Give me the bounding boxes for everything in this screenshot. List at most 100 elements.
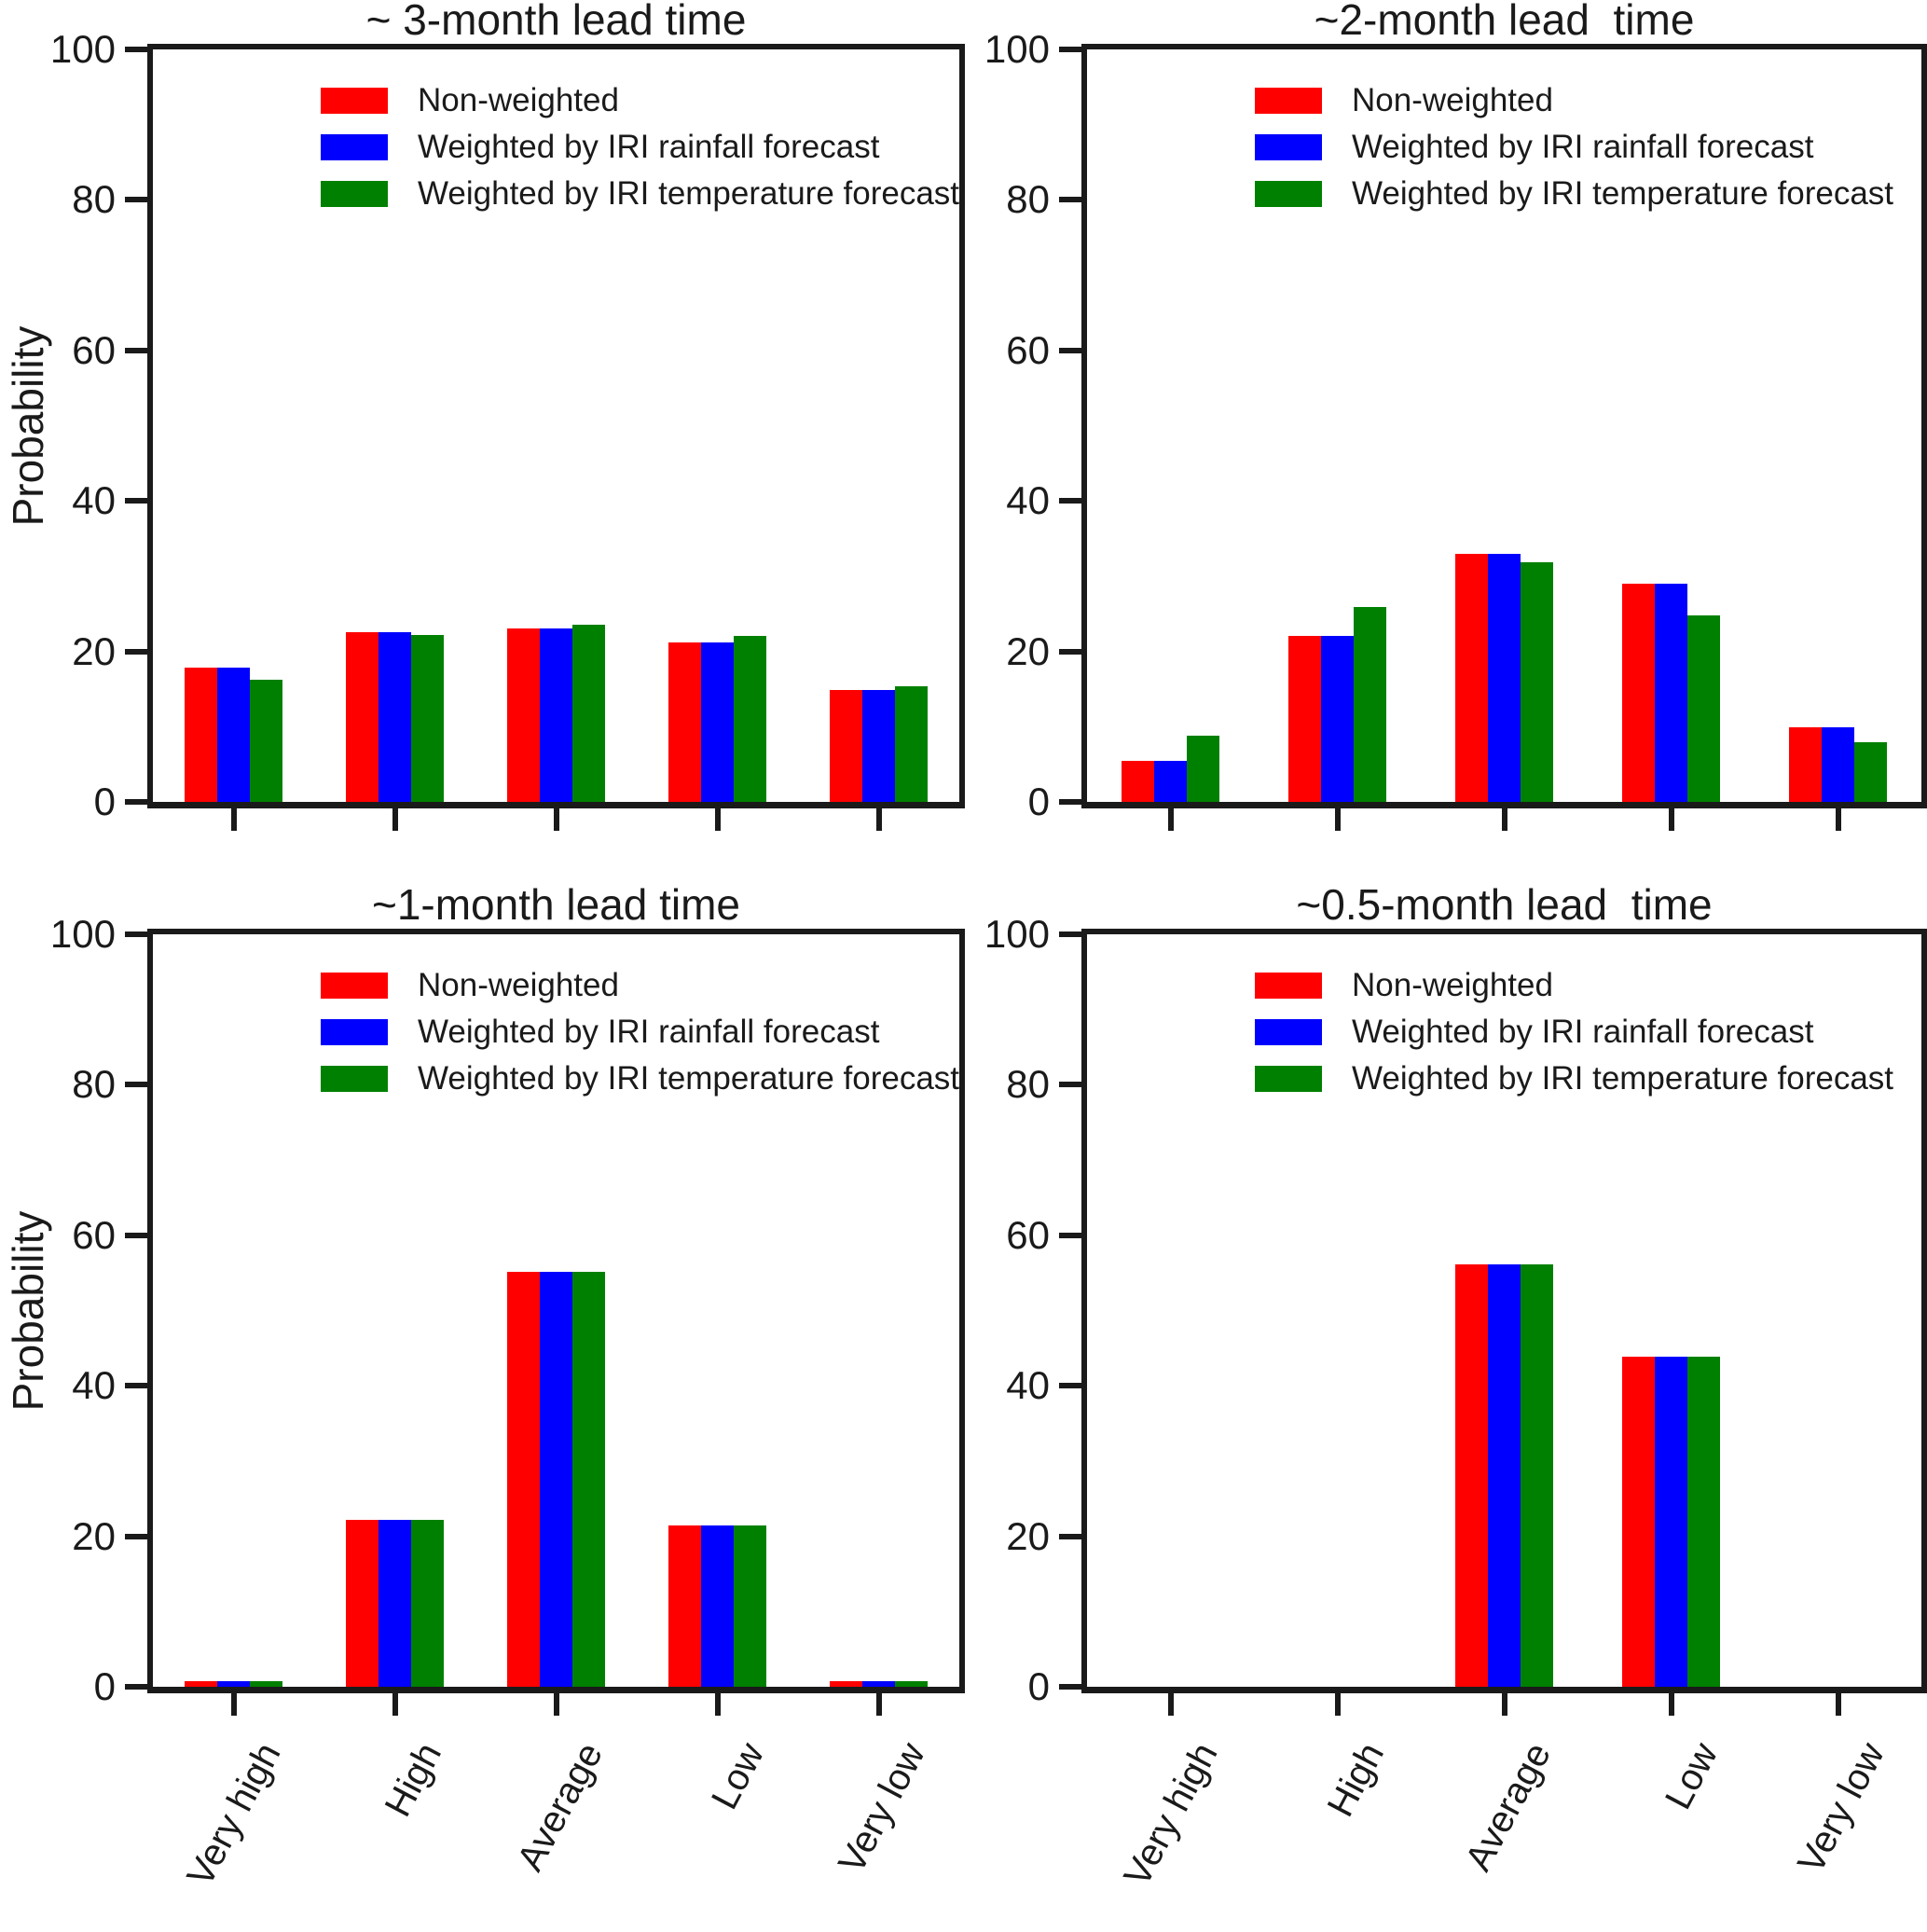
x-tick-mark: [230, 1693, 237, 1716]
bar-temperature-very-high: [250, 680, 282, 802]
bar-temperature-high: [411, 1519, 444, 1687]
x-tick-mark: [1167, 808, 1174, 831]
bar-temperature-high: [1354, 607, 1386, 802]
legend-label: Weighted by IRI temperature forecast: [418, 1060, 960, 1097]
y-tick-mark: [125, 1082, 147, 1088]
y-tick-mark: [1059, 932, 1081, 937]
chart-title: ~2-month lead time: [1314, 0, 1695, 44]
x-tick-label: Low: [1658, 1736, 1727, 1816]
legend: Non-weighted Weighted by IRI rainfall for…: [321, 962, 959, 1102]
bar-non-weighted-very-high: [1122, 761, 1154, 802]
y-tick-mark: [1059, 1533, 1081, 1539]
legend-swatch-temperature: [321, 1066, 388, 1092]
bar-rainfall-low: [701, 642, 734, 802]
y-tick-mark: [125, 197, 147, 203]
bar-rainfall-very-high: [217, 668, 250, 802]
y-tick-mark: [1059, 1383, 1081, 1389]
bar-rainfall-very-low: [1822, 727, 1854, 802]
y-tick-label: 20: [72, 628, 116, 673]
legend-entry: Non-weighted: [1255, 77, 1893, 124]
legend-entry: Weighted by IRI rainfall forecast: [321, 1009, 959, 1056]
x-axis-labels: Very high High Average Low Very low: [147, 1725, 965, 1932]
legend-label: Weighted by IRI rainfall forecast: [418, 129, 880, 165]
bar-non-weighted-very-high: [185, 668, 217, 802]
legend-entry: Weighted by IRI rainfall forecast: [1255, 124, 1893, 171]
legend-swatch-temperature: [321, 181, 388, 207]
x-tick-label: Average: [1457, 1736, 1560, 1878]
bar-temperature-average: [572, 1271, 605, 1687]
legend-entry: Weighted by IRI temperature forecast: [1255, 171, 1893, 217]
y-tick-label: 80: [72, 1062, 116, 1107]
legend-label: Non-weighted: [418, 967, 619, 1003]
x-tick-mark: [1668, 808, 1674, 831]
legend-label: Weighted by IRI rainfall forecast: [1352, 1014, 1814, 1050]
legend-swatch-non-weighted: [321, 88, 388, 114]
bar-non-weighted-low: [1622, 1356, 1655, 1687]
x-tick-label: High: [1319, 1736, 1393, 1824]
bar-non-weighted-very-low: [1789, 727, 1822, 802]
y-tick-label: 100: [984, 27, 1050, 71]
y-tick-label: 80: [1006, 177, 1050, 222]
y-tick-mark: [1059, 197, 1081, 203]
bar-non-weighted-low: [668, 1525, 701, 1687]
bar-rainfall-high: [379, 631, 411, 802]
legend-label: Weighted by IRI temperature forecast: [1352, 175, 1894, 212]
x-tick-mark: [875, 1693, 882, 1716]
x-tick-mark: [714, 808, 721, 831]
bar-temperature-low: [734, 1525, 766, 1687]
y-tick-mark: [125, 799, 147, 805]
x-tick-mark: [1167, 1693, 1174, 1716]
bar-rainfall-average: [540, 628, 572, 802]
x-tick-mark: [1835, 1693, 1841, 1716]
legend-swatch-rainfall: [321, 1019, 388, 1045]
y-tick-label: 80: [72, 177, 116, 222]
legend-swatch-non-weighted: [1255, 88, 1322, 114]
bar-non-weighted-low: [1622, 583, 1655, 802]
chart-title: ~1-month lead time: [371, 880, 741, 929]
y-tick-label: 80: [1006, 1062, 1050, 1107]
bar-non-weighted-high: [1288, 635, 1321, 802]
y-tick-mark: [1059, 498, 1081, 504]
x-tick-label: High: [377, 1736, 450, 1824]
x-tick-mark: [1501, 1693, 1507, 1716]
bar-rainfall-very-high: [1154, 761, 1187, 802]
bar-non-weighted-average: [1455, 553, 1488, 802]
y-tick-label: 40: [1006, 1363, 1050, 1408]
legend-entry: Weighted by IRI temperature forecast: [321, 1056, 959, 1102]
y-tick-mark: [1059, 47, 1081, 52]
y-tick-mark: [125, 1232, 147, 1238]
chart-1-month-lead: ~1-month lead time Probability 0 20 40 60 80…: [0, 872, 965, 1932]
bar-temperature-very-low: [895, 685, 928, 802]
plot-area: 0 20 40 60 80 100 Non-weighted Weighted by IRI …: [984, 30, 1927, 831]
bar-rainfall-average: [1488, 553, 1521, 802]
bar-rainfall-average: [1488, 1264, 1521, 1687]
x-tick-mark: [553, 808, 559, 831]
x-tick-mark: [230, 808, 237, 831]
legend-swatch-rainfall: [1255, 1019, 1322, 1045]
y-tick-label: 0: [1027, 1664, 1050, 1708]
x-tick-mark: [1835, 808, 1841, 831]
y-tick-mark: [1059, 1684, 1081, 1690]
bar-rainfall-very-low: [862, 689, 895, 802]
y-tick-mark: [1059, 1082, 1081, 1088]
legend-label: Weighted by IRI temperature forecast: [418, 175, 960, 212]
y-tick-mark: [125, 1684, 147, 1690]
y-tick-mark: [125, 932, 147, 937]
x-tick-mark: [1501, 808, 1507, 831]
y-tick-mark: [125, 47, 147, 52]
legend-swatch-temperature: [1255, 181, 1322, 207]
legend-swatch-rainfall: [321, 134, 388, 160]
bar-temperature-very-low: [895, 1681, 928, 1687]
y-tick-mark: [1059, 799, 1081, 805]
y-tick-label: 100: [49, 912, 116, 956]
x-tick-mark: [1334, 1693, 1341, 1716]
chart-title: ~0.5-month lead time: [1296, 880, 1713, 929]
legend-label: Non-weighted: [418, 82, 619, 118]
y-tick-mark: [1059, 347, 1081, 353]
y-tick-label: 20: [72, 1513, 116, 1558]
y-tick-label: 100: [984, 912, 1050, 956]
y-tick-label: 100: [49, 27, 116, 71]
bar-non-weighted-average: [1455, 1264, 1488, 1687]
bar-temperature-low: [1687, 1356, 1720, 1687]
legend-entry: Non-weighted: [1255, 962, 1893, 1009]
